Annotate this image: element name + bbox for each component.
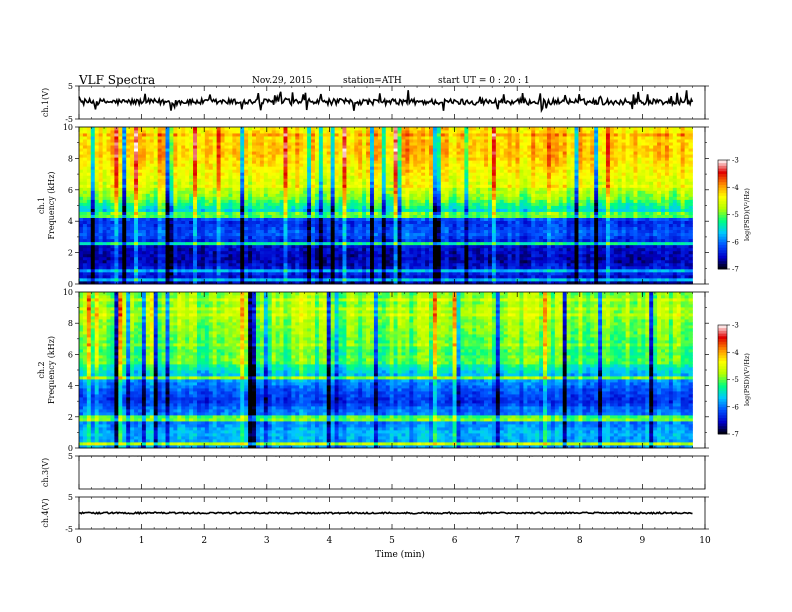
colorbar-tick-label: -3 [732, 157, 739, 165]
ch1-spectrogram: -3 -4 -5 -6 -7 log(PSD)(V²/Hz) 0 2 4 6 8 10 ch.1 Freq… [37, 123, 751, 289]
x-axis-label: Time (min) [375, 549, 425, 560]
colorbar-tick-label: -4 [732, 184, 739, 192]
x-axis: 0 1 2 3 4 5 6 7 8 9 10 Time (min) [76, 536, 711, 560]
ch4-waveform-trace [78, 510, 693, 516]
header-start-time: start UT = 0 : 20 : 1 [438, 76, 530, 86]
x-tick-label: 0 [76, 536, 82, 546]
colorbar-tick-label: -6 [732, 238, 739, 246]
y-tick-label: -5 [65, 115, 73, 124]
colorbar-tick-label: -7 [732, 431, 739, 439]
colorbar-label: log(PSD)(V²/Hz) [743, 353, 751, 406]
ch2-spectrogram-ylabel: Frequency (kHz) [47, 336, 56, 404]
y-tick-label: -5 [65, 525, 73, 534]
ch1-waveform-trace [78, 90, 694, 114]
y-tick-label: 8 [68, 319, 73, 328]
y-tick-label: 5 [68, 82, 73, 91]
y-tick-label: 2 [68, 413, 73, 422]
x-tick-label: 3 [264, 536, 270, 546]
x-tick-label: 4 [327, 536, 333, 546]
y-tick-label: 4 [68, 217, 73, 226]
x-tick-label: 6 [452, 536, 458, 546]
y-tick-label: 10 [63, 288, 73, 297]
ch1-waveform-ylabel: ch.1(V) [41, 88, 50, 117]
y-tick-label: 10 [63, 123, 73, 132]
y-tick-label: 2 [68, 249, 73, 258]
x-tick-label: 9 [640, 536, 646, 546]
ch2-spectrogram-colorbar: -3 -4 -5 -6 -7 log(PSD)(V²/Hz) [717, 322, 751, 439]
x-tick-label: 1 [139, 536, 145, 546]
y-tick-label: 8 [68, 154, 73, 163]
colorbar-tick-label: -5 [732, 211, 739, 219]
x-tick-label: 7 [514, 536, 520, 546]
header-date: Nov.29, 2015 [252, 76, 313, 86]
colorbar-label: log(PSD)(V²/Hz) [743, 188, 751, 241]
x-tick-label: 10 [699, 536, 711, 546]
ch4-waveform: 5 -5 ch.4(V) [41, 493, 709, 534]
y-tick-label: 4 [68, 382, 73, 391]
x-tick-label: 5 [389, 536, 395, 546]
ch2-spectrogram: -3 -4 -5 -6 -7 log(PSD)(V²/Hz) 0 2 4 6 8 10 ch.2 Freq… [37, 288, 751, 453]
colorbar-tick-label: -4 [732, 349, 739, 357]
ch1-waveform: 5 -5 ch.1(V) [41, 82, 709, 124]
ch1-spectrogram-ylabel: Frequency (kHz) [47, 171, 56, 239]
y-tick-label: 6 [68, 350, 73, 359]
colorbar-tick-label: -5 [732, 376, 739, 384]
header-station: station=ATH [343, 76, 402, 86]
x-tick-label: 2 [201, 536, 207, 546]
colorbar-tick-label: -6 [732, 403, 739, 411]
ch1-spectrogram-colorbar: -3 -4 -5 -6 -7 log(PSD)(V²/Hz) [717, 157, 751, 274]
y-tick-label: 5 [68, 493, 73, 502]
colorbar-tick-label: -7 [732, 266, 739, 274]
colorbar-tick-label: -3 [732, 322, 739, 330]
y-tick-label: 5 [68, 452, 73, 461]
ch2-spectrogram-ylabel: ch.2 [37, 361, 46, 378]
x-tick-label: 8 [577, 536, 583, 546]
y-tick-label: 6 [68, 186, 73, 195]
ch3-waveform: 5 ch.3(V) [41, 452, 709, 490]
y-tick-label: 0 [68, 444, 73, 453]
ch4-waveform-ylabel: ch.4(V) [41, 498, 50, 527]
ch1-spectrogram-ylabel: ch.1 [37, 197, 46, 214]
ch1-spectrogram-cells [79, 127, 693, 285]
ch2-spectrogram-cells [79, 292, 693, 449]
figure-title: VLF Spectra [79, 73, 156, 87]
ch3-waveform-ylabel: ch.3(V) [41, 458, 50, 487]
y-tick-label: 0 [68, 280, 73, 289]
